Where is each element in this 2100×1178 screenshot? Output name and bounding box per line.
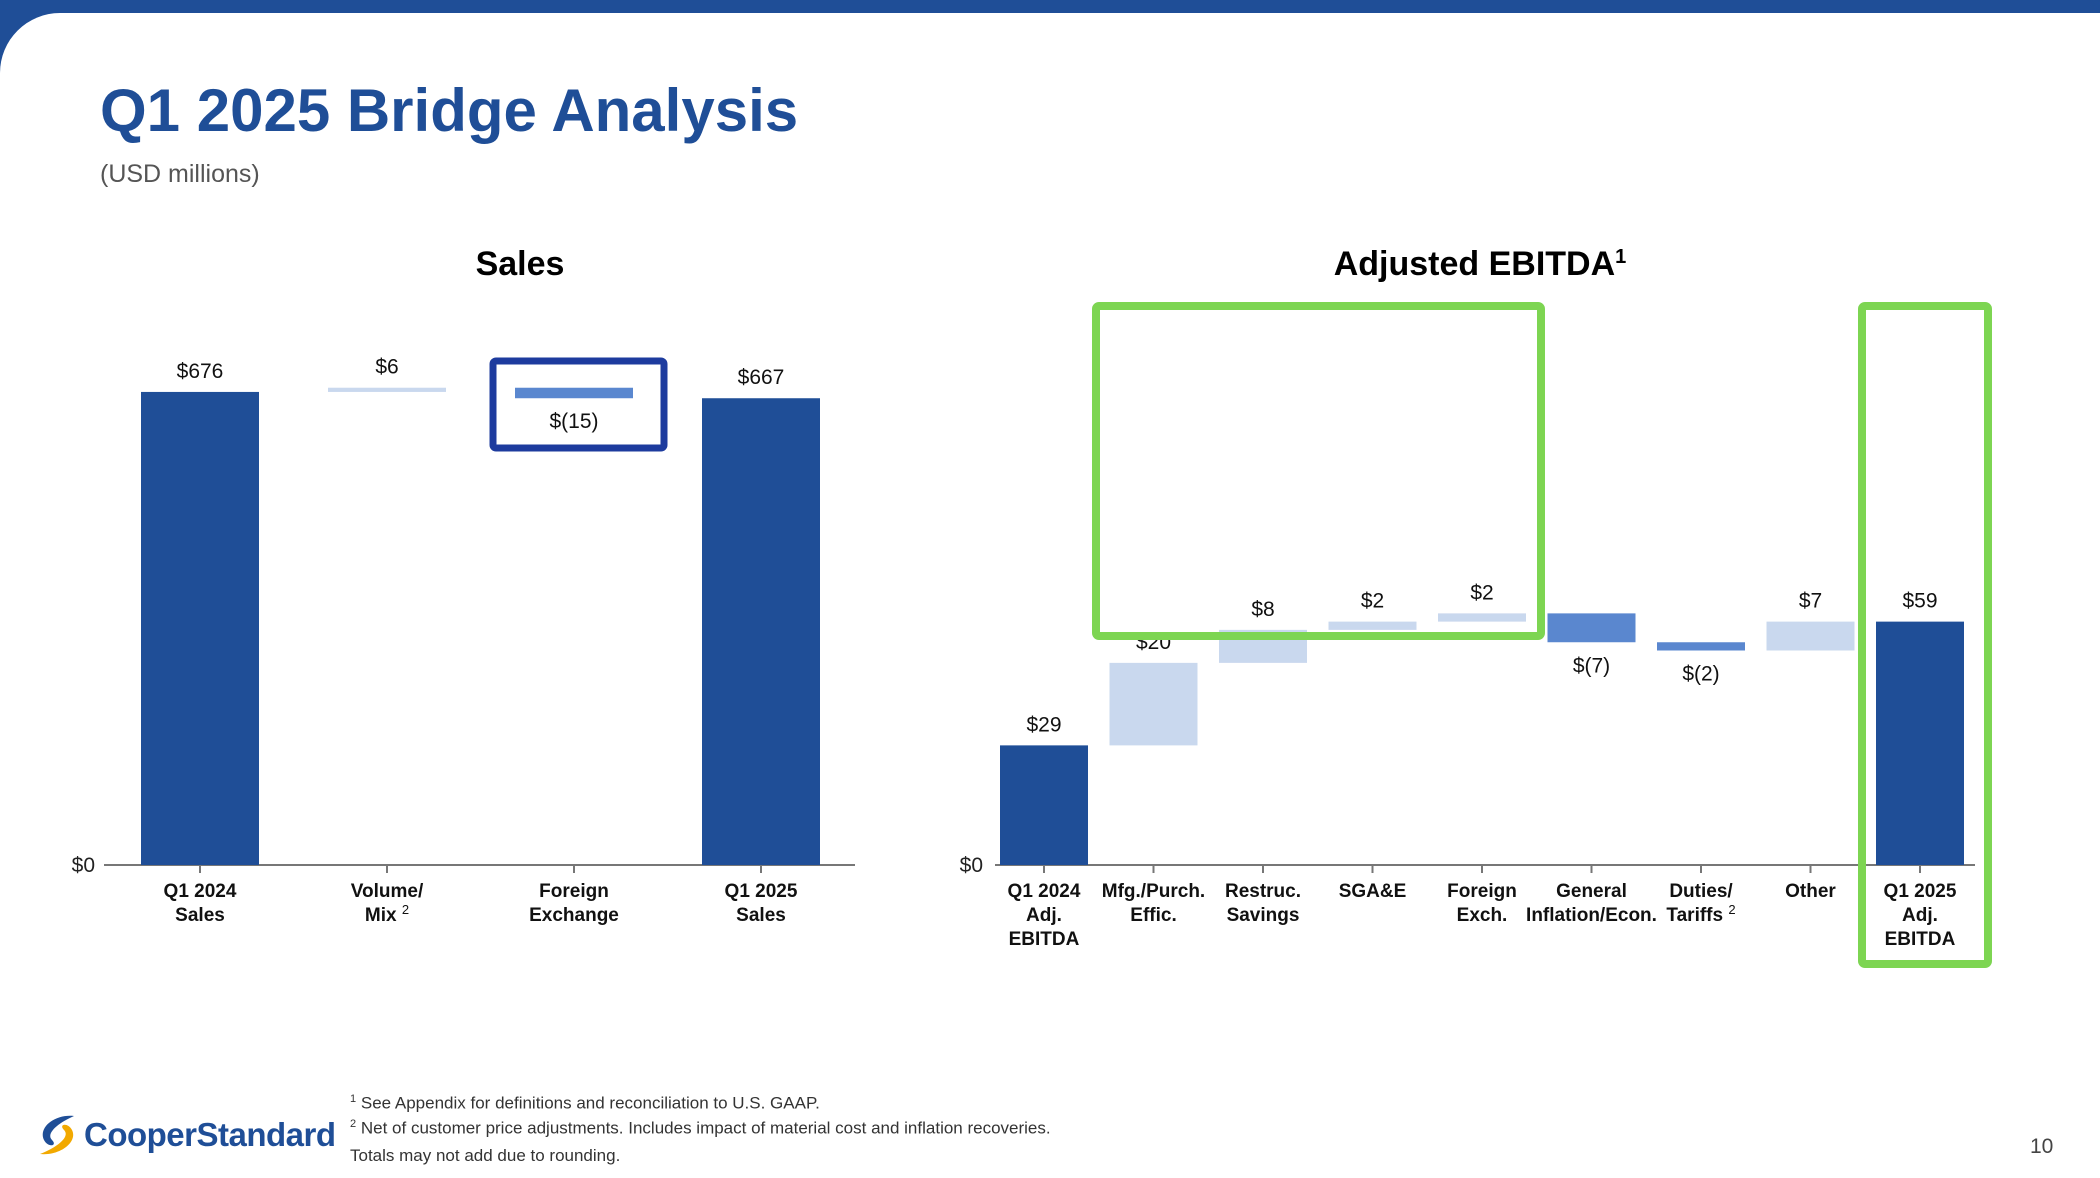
sales-bar xyxy=(141,391,259,865)
ebitda-category-label: SGA&E xyxy=(1339,881,1407,902)
sales-zero-label: $0 xyxy=(72,854,95,877)
sales-category-label: Foreign Exchange xyxy=(529,881,619,926)
rounding-note: Totals may not add due to rounding. xyxy=(350,1146,621,1165)
ebitda-category-label: Q1 2024 Adj. EBITDA xyxy=(1008,881,1081,950)
sales-category-label: Q1 2025 Sales xyxy=(725,881,798,926)
footnote-2: 2 Net of customer price adjustments. Inc… xyxy=(350,1117,1051,1138)
sales-title: Sales xyxy=(476,245,565,283)
ebitda-bar xyxy=(1438,613,1526,622)
ebitda-category-label: Duties/Tariffs 2 xyxy=(1666,881,1735,926)
ebitda-bar xyxy=(1766,621,1855,651)
sales-data-label: $(15) xyxy=(549,410,598,433)
sales-data-label: $676 xyxy=(177,360,224,383)
logo-swoosh-icon xyxy=(40,1115,74,1155)
ebitda-bar xyxy=(1000,745,1088,865)
sales-highlight-box xyxy=(489,357,668,452)
top-accent-bar xyxy=(0,0,2100,13)
ebitda-bar xyxy=(1547,613,1636,643)
ebitda-category-label: Foreign Exch. xyxy=(1447,881,1517,926)
ebitda-data-label: $8 xyxy=(1251,598,1274,621)
sales-data-label: $667 xyxy=(738,366,785,389)
sales-bar xyxy=(515,387,633,399)
sales-data-label: $6 xyxy=(375,356,398,379)
company-logo: CooperStandard xyxy=(34,1110,336,1160)
ebitda-category-label: General Inflation/Econ. xyxy=(1526,881,1657,926)
footnote-1: 1 See Appendix for definitions and recon… xyxy=(350,1093,820,1113)
ebitda-zero-label: $0 xyxy=(960,854,983,877)
footnotes: 1 See Appendix for definitions and recon… xyxy=(350,1089,1051,1138)
ebitda-bar xyxy=(1328,621,1417,630)
ebitda-data-label: $59 xyxy=(1902,590,1937,613)
page-title: Q1 2025 Bridge Analysis xyxy=(100,77,799,144)
ebitda-category-label: Mfg./Purch. Effic. xyxy=(1102,881,1205,926)
ebitda-data-label: $2 xyxy=(1470,581,1493,604)
logo-wordmark: CooperStandard xyxy=(84,1116,336,1153)
ebitda-data-label: $2 xyxy=(1361,590,1384,613)
ebitda-bar xyxy=(1876,621,1964,865)
ebitda-highlight-box xyxy=(1092,302,1545,640)
sales-category-label: Q1 2024 Sales xyxy=(164,881,237,926)
ebitda-category-label: Other xyxy=(1785,881,1836,902)
ebitda-category-label: Q1 2025 Adj. EBITDA xyxy=(1884,881,1957,950)
ebitda-title: Adjusted EBITDA1 xyxy=(1334,245,1627,283)
ebitda-highlight-box xyxy=(1858,302,1992,968)
ebitda-data-label: $(2) xyxy=(1682,663,1719,686)
ebitda-data-label: $29 xyxy=(1026,713,1061,736)
ebitda-data-label: $7 xyxy=(1799,590,1822,613)
sales-bar xyxy=(702,398,820,865)
page-subtitle: (USD millions) xyxy=(100,160,260,188)
page-number: 10 xyxy=(2030,1135,2054,1158)
ebitda-data-label: $(7) xyxy=(1573,654,1610,677)
ebitda-bar xyxy=(1657,642,1745,651)
ebitda-bar xyxy=(1109,662,1198,746)
sales-bar xyxy=(328,387,446,392)
sales-category-label: Volume/Mix 2 xyxy=(351,881,424,926)
ebitda-category-label: Restruc. Savings xyxy=(1225,881,1301,926)
